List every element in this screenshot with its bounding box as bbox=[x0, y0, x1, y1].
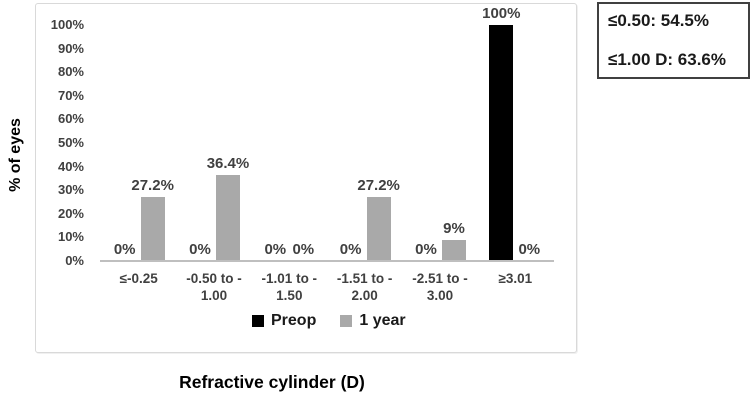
y-tick-label: 90% bbox=[57, 40, 84, 56]
data-label: 27.2% bbox=[357, 176, 400, 194]
annotation-line: ≤1.00 D: 63.6% bbox=[608, 50, 727, 69]
y-tick-label: 10% bbox=[57, 229, 84, 245]
y-tick-label: 50% bbox=[57, 135, 84, 150]
y-tick-label: 20% bbox=[57, 205, 84, 221]
y-tick-label: 30% bbox=[57, 182, 84, 198]
y-tick-label: 40% bbox=[57, 158, 84, 174]
data-label: 9% bbox=[443, 219, 465, 237]
legend-label: Preop bbox=[271, 312, 317, 329]
x-tick-label: ≥3.01 bbox=[498, 271, 533, 286]
y-tick-label: 70% bbox=[57, 87, 84, 103]
data-label: 0% bbox=[264, 241, 287, 258]
legend-item: 1 year bbox=[340, 312, 406, 329]
x-axis-line bbox=[100, 260, 554, 262]
data-label: 0% bbox=[113, 241, 136, 258]
data-label: 36.4% bbox=[206, 155, 250, 173]
y-tick-label: 0% bbox=[65, 253, 84, 268]
one-year-bar bbox=[140, 196, 165, 261]
y-tick-label: 60% bbox=[57, 111, 84, 127]
x-tick-label: -0.50 to -1.00 bbox=[186, 271, 242, 303]
x-tick-label: -2.51 to -3.00 bbox=[412, 271, 468, 303]
y-tick-label: 100% bbox=[50, 17, 84, 32]
data-label: 0% bbox=[339, 241, 362, 258]
y-axis-title: % of eyes bbox=[7, 118, 24, 192]
y-tick-label: 80% bbox=[57, 64, 84, 80]
x-tick-label: -1.51 to -2.00 bbox=[336, 271, 393, 303]
chart-area: 100% 90% 80% 70% 60% 50% 40% 30% 20% 10% 0% 0% 0% 0%… bbox=[35, 3, 577, 353]
legend-label: 1 year bbox=[359, 312, 406, 329]
data-label: 27.2% bbox=[131, 176, 174, 194]
x-tick-label: ≤-0.25 bbox=[119, 271, 158, 286]
x-axis-title: Refractive cylinder (D) bbox=[179, 372, 365, 392]
legend-swatch bbox=[340, 315, 353, 327]
one-year-bar bbox=[366, 196, 391, 261]
data-label: 0% bbox=[292, 241, 315, 258]
data-label: 0% bbox=[189, 241, 211, 258]
one-year-bar bbox=[441, 239, 466, 261]
annotation-box: ≤0.50: 54.5% ≤1.00 D: 63.6% bbox=[597, 2, 750, 79]
legend-item: Preop bbox=[252, 313, 316, 329]
data-label: 0% bbox=[518, 241, 541, 258]
one-year-bar bbox=[215, 175, 240, 261]
data-label: 0% bbox=[415, 241, 437, 258]
annotation-line: ≤0.50: 54.5% bbox=[608, 11, 710, 30]
legend-swatch bbox=[252, 315, 264, 327]
x-tick-label: -1.01 to -1.50 bbox=[261, 271, 318, 303]
data-label: 100% bbox=[482, 5, 521, 22]
legend: Preop 1 year bbox=[252, 313, 406, 329]
preop-bar bbox=[489, 25, 514, 261]
